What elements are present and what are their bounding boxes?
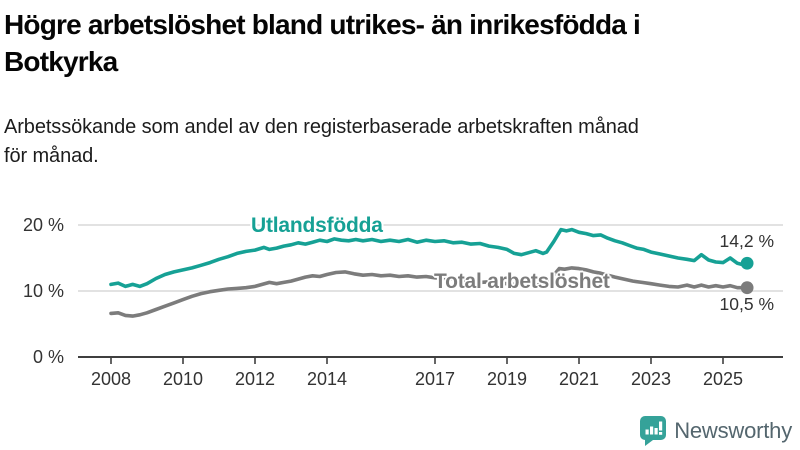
x-tick-label: 2019 [487, 369, 527, 389]
x-tick-label: 2023 [631, 369, 671, 389]
end-value-label-utlandsfodda: 14,2 % [719, 231, 774, 251]
newsworthy-logo-icon [640, 416, 667, 446]
page-title-line1: Högre arbetslöshet bland utrikes- än inr… [4, 9, 641, 40]
series-label-total-arbetsloshet: Total arbetslöshet [434, 270, 610, 293]
x-tick-label: 2025 [703, 369, 743, 389]
logo-exclamation-dot [659, 432, 663, 435]
x-tick-label: 2010 [163, 369, 203, 389]
page-title: Högre arbetslöshet bland utrikes- än inr… [4, 6, 796, 80]
chart-subtitle-line1: Arbetssökande som andel av den registerb… [4, 116, 639, 138]
y-tick-label: 20 % [23, 215, 64, 235]
y-tick-label: 10 % [23, 281, 64, 301]
end-value-label-total: 10,5 % [719, 294, 774, 314]
x-tick-label: 2021 [559, 369, 599, 389]
x-tick-label: 2008 [91, 369, 131, 389]
chart-subtitle-line2: för månad. [4, 145, 99, 167]
logo-bar-2 [650, 426, 654, 435]
x-tick-label: 2012 [235, 369, 275, 389]
logo-exclamation-bar [659, 421, 663, 431]
logo-bar-1 [645, 429, 649, 435]
series-end-dot-1 [740, 281, 754, 295]
x-tick-label: 2017 [415, 369, 455, 389]
x-tick-label: 2014 [307, 369, 347, 389]
logo-bar-3 [654, 428, 658, 435]
y-tick-label: 0 % [33, 347, 64, 367]
page-title-line2: Botkyrka [4, 46, 118, 77]
newsworthy-logo: Newsworthy [639, 415, 792, 446]
chart-subtitle: Arbetssökande som andel av den registerb… [4, 113, 796, 171]
series-line-1 [109, 266, 749, 318]
series-end-dot-0 [740, 256, 754, 270]
newsworthy-logo-text: Newsworthy [674, 417, 792, 443]
series-line-0 [109, 227, 749, 289]
series-label-utlandsfodda: Utlandsfödda [251, 214, 383, 237]
